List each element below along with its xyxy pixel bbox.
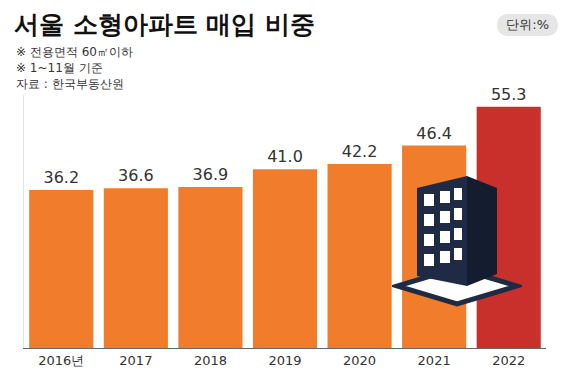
- svg-text:2016년: 2016년: [38, 353, 84, 368]
- svg-text:55.3: 55.3: [491, 85, 527, 104]
- html-text:단위:%: 단위:%: [506, 17, 549, 32]
- html-text:※ 전용면적 60㎡이하: ※ 전용면적 60㎡이하: [16, 45, 133, 59]
- html-text:※ 1~11월 기준: ※ 1~11월 기준: [16, 61, 103, 75]
- html-text:자료 : 한국부동산원: 자료 : 한국부동산원: [16, 77, 124, 91]
- svg-text:42.2: 42.2: [342, 142, 378, 161]
- svg-text:36.9: 36.9: [193, 165, 229, 184]
- svg-text:46.4: 46.4: [416, 124, 452, 143]
- svg-text:2017: 2017: [119, 353, 152, 368]
- svg-text:2021: 2021: [418, 353, 451, 368]
- html-text:서울 소형아파트 매입 비중: 서울 소형아파트 매입 비중: [14, 10, 316, 39]
- svg-text:36.2: 36.2: [43, 168, 79, 187]
- svg-text:2019: 2019: [268, 353, 301, 368]
- svg-text:2018: 2018: [194, 353, 227, 368]
- svg-text:2020: 2020: [343, 353, 376, 368]
- svg-text:2022: 2022: [492, 353, 525, 368]
- svg-text:41.0: 41.0: [267, 147, 303, 166]
- svg-text:36.6: 36.6: [118, 166, 154, 185]
